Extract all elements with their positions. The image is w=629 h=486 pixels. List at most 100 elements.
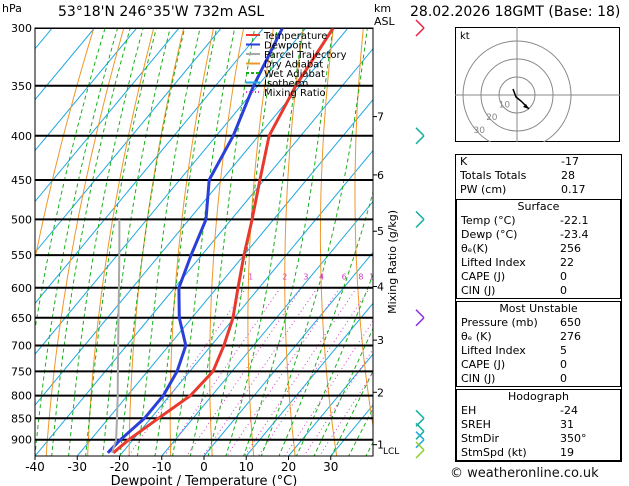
most-unstable-row: Pressure (mb) 650 [457,316,620,330]
wet-adiabat-line [35,28,106,332]
hodograph-kt-label: kt [460,31,470,42]
pressure-tick-label: 600 [11,282,32,295]
mixing-ratio-label: 25 [427,272,437,281]
datetime-title: 28.02.2026 18GMT (Base: 18) [410,4,621,20]
mixing-ratio-label: 20 [412,272,422,281]
hodograph-value: 31 [560,418,574,431]
km-tick-label: 7 [377,111,384,124]
index-row: PW (cm) 0.17 [456,183,621,197]
dry-adiabat-line [209,28,245,456]
isotherm-line [35,28,180,203]
dry-adiabat-line [87,28,155,456]
mixing-ratio-line [163,287,281,456]
pressure-tick-label: 700 [11,340,32,353]
most-unstable-label: CAPE (J) [461,358,506,371]
hodograph-row: SREH 31 [457,418,620,432]
mixing-ratio-line [318,371,373,456]
km-tick-label: 1 [377,439,384,452]
isotherm-line [161,200,373,456]
pressure-tick-label: 450 [11,174,32,187]
mixing-ratio-line [303,348,373,456]
surface-label: CAPE (J) [461,270,506,283]
surface-row: θₑ(K) 256 [457,242,620,256]
x-tick-label: -10 [152,460,172,474]
km-tick-label: 2 [377,386,384,399]
dry-adiabat-line [354,28,373,429]
isotherm-line [35,28,222,254]
wet-adiabat-line [68,28,144,456]
pressure-tick-label: 850 [11,412,32,425]
mixing-ratio-line [258,287,371,456]
most-unstable-row: θₑ (K) 276 [457,330,620,344]
most-unstable-label: θₑ (K) [461,330,492,343]
dry-adiabat-line [35,28,95,261]
hodograph-value: -24 [560,404,578,417]
hodograph-value: 350° [560,432,587,445]
km-tick-label: 4 [377,281,384,294]
surface-value: 0 [560,284,567,297]
x-tick-label: -40 [25,460,45,474]
wind-barb [415,441,425,459]
x-tick-label: 0 [200,460,208,474]
wet-adiabat-line [136,28,201,456]
wind-barb-staff [415,309,425,319]
pressure-tick-label: 650 [11,312,32,325]
wind-barb-staff [415,431,425,441]
lcl-label: LCL [383,447,399,457]
hpa-label: hPa [2,2,22,15]
wind-barb [415,127,425,145]
mixing-ratio-label: 3 [303,272,308,281]
most-unstable-value: 0 [560,358,567,371]
wet-adiabat-line [225,28,304,456]
km-tick-label: 5 [377,225,384,238]
index-row: K -17 [456,155,621,169]
dry-adiabat-line [247,28,274,456]
x-tick-label: 10 [239,460,254,474]
hodograph-label: SREH [461,418,491,431]
pressure-tick-label: 750 [11,365,32,378]
most-unstable-row: CAPE (J) 0 [457,358,620,372]
wind-barb-flag [415,317,425,327]
surface-title: Surface [517,200,560,213]
legend-label: Dewpoint [264,41,312,52]
most-unstable-value: 650 [560,316,581,329]
isotherm-line [203,251,373,456]
hodograph-row: StmDir 350° [457,432,620,446]
mixing-ratio-axis-label: Mixing Ratio (g/kg) [386,210,399,314]
hodograph-ring-label: 10 [499,101,511,111]
mixing-ratio-label: 8 [358,272,363,281]
pressure-tick-label: 550 [11,249,32,262]
legend-label: Wet Adiabat [264,69,325,80]
surface-label: Dewp (°C) [461,228,518,241]
wet-adiabat-line [243,28,334,456]
wind-barb-staff [415,422,425,432]
hodograph-row: EH -24 [457,404,620,418]
most-unstable-value: 5 [560,344,567,357]
surface-value: 256 [560,242,581,255]
surface-value: 0 [560,270,567,283]
surface-row: CAPE (J) 0 [457,270,620,284]
hodograph-ring-label: 20 [486,113,498,123]
surface-section: Surface Temp (°C) -22.1 Dewp (°C) -23.4 θₑ(K… [456,199,621,299]
index-value: 28 [561,169,575,182]
x-tick-label: 20 [281,460,296,474]
pressure-tick-label: 400 [11,130,32,143]
dry-adiabat-line [128,28,185,456]
most-unstable-value: 276 [560,330,581,343]
wind-barb-staff [415,127,425,137]
pressure-tick-label: 900 [11,434,32,447]
dry-adiabat-line [319,28,338,456]
isotherm-line [76,98,373,456]
legend-label: Mixing Ratio [264,88,326,99]
mixing-ratio-label: 4 [319,272,324,281]
wind-barb [415,431,425,449]
most-unstable-value: 0 [560,372,567,385]
surface-row: CIN (J) 0 [457,284,620,298]
mixing-ratio-label: 10 [369,272,379,281]
x-tick-label: 30 [323,460,338,474]
location-title: 53°18'N 246°35'W 732m ASL [58,4,265,20]
index-value: -17 [561,155,579,168]
pressure-tick-label: 800 [11,390,32,403]
isotherm-line [35,47,373,456]
